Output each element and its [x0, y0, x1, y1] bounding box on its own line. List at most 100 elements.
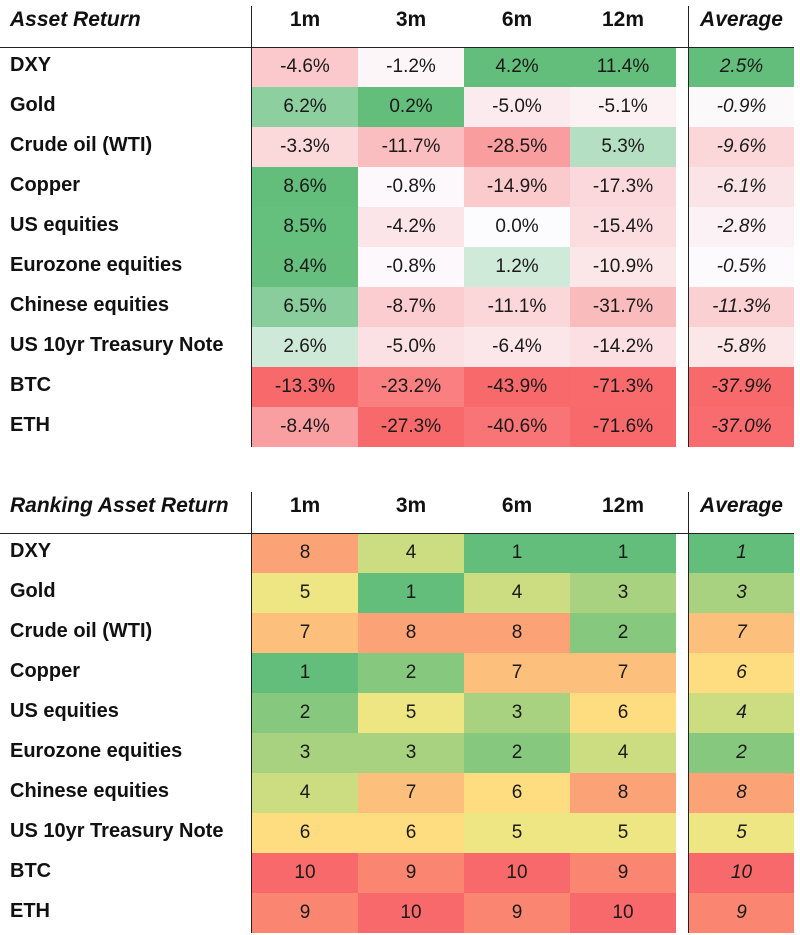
table-title: Asset Return: [10, 8, 141, 31]
asset-return-table: Asset Return 1m 3m 6m 12m Average DXY -4.6% -1.2…: [0, 0, 800, 447]
data-cell: -71.6%: [570, 407, 676, 447]
data-cell: 6: [358, 813, 464, 853]
table-row: US equities 2 5 3 6 4: [0, 693, 800, 733]
data-cell: 1: [252, 653, 358, 693]
data-cell: -23.2%: [358, 367, 464, 407]
data-cell: -5.0%: [358, 327, 464, 367]
data-cell: 2.6%: [252, 327, 358, 367]
data-cell: -10.9%: [570, 247, 676, 287]
data-cell: 10: [464, 853, 570, 893]
column-header: 12m: [601, 494, 645, 517]
average-cell: 2.5%: [689, 47, 794, 87]
data-cell: 2: [570, 613, 676, 653]
row-label: US equities: [10, 700, 119, 722]
data-cell: -11.7%: [358, 127, 464, 167]
table-header: Asset Return 1m 3m 6m 12m Average: [0, 0, 800, 47]
data-cell: 7: [252, 613, 358, 653]
data-cell: 1: [570, 533, 676, 573]
data-cell: 10: [252, 853, 358, 893]
row-label: Gold: [10, 580, 56, 602]
data-cell: 10: [358, 893, 464, 933]
data-cell: 8.5%: [252, 207, 358, 247]
column-header: 12m: [601, 8, 645, 31]
average-cell: 8: [689, 773, 794, 813]
average-cell: -0.5%: [689, 247, 794, 287]
row-label: Gold: [10, 94, 56, 116]
table-row: DXY 8 4 1 1 1: [0, 533, 800, 573]
data-cell: 1: [464, 533, 570, 573]
data-cell: 4.2%: [464, 47, 570, 87]
data-cell: 6.2%: [252, 87, 358, 127]
row-label: BTC: [10, 860, 52, 882]
row-label: DXY: [10, 540, 52, 562]
data-cell: -13.3%: [252, 367, 358, 407]
data-cell: 6.5%: [252, 287, 358, 327]
column-divider: [688, 6, 689, 447]
data-cell: 1.2%: [464, 247, 570, 287]
table-row: Copper 1 2 7 7 6: [0, 653, 800, 693]
data-cell: -71.3%: [570, 367, 676, 407]
column-header: 3m: [395, 494, 427, 517]
row-label: BTC: [10, 374, 52, 396]
data-cell: 3: [464, 693, 570, 733]
table-header: Ranking Asset Return 1m 3m 6m 12m Average: [0, 486, 800, 533]
average-cell: -37.9%: [689, 367, 794, 407]
data-cell: -8.7%: [358, 287, 464, 327]
data-cell: 6: [570, 693, 676, 733]
data-cell: 4: [464, 573, 570, 613]
column-header: 1m: [289, 494, 321, 517]
table-row: Crude oil (WTI) 7 8 8 2 7: [0, 613, 800, 653]
average-cell: -0.9%: [689, 87, 794, 127]
average-column-header: Average: [700, 8, 783, 31]
table-row: US 10yr Treasury Note 2.6% -5.0% -6.4% -14.2…: [0, 327, 800, 367]
data-cell: 9: [570, 853, 676, 893]
average-cell: -5.8%: [689, 327, 794, 367]
data-cell: 8: [570, 773, 676, 813]
table-row: Gold 6.2% 0.2% -5.0% -5.1% -0.9%: [0, 87, 800, 127]
data-cell: 8: [252, 533, 358, 573]
data-cell: 1: [358, 573, 464, 613]
table-row: BTC 10 9 10 9 10: [0, 853, 800, 893]
data-cell: 4: [252, 773, 358, 813]
row-label: DXY: [10, 54, 52, 76]
row-label: Copper: [10, 660, 80, 682]
data-cell: 0.0%: [464, 207, 570, 247]
row-label: Copper: [10, 174, 80, 196]
data-cell: 7: [570, 653, 676, 693]
data-cell: 5: [570, 813, 676, 853]
row-label: Chinese equities: [10, 780, 169, 802]
data-cell: 7: [358, 773, 464, 813]
column-header: 6m: [501, 8, 533, 31]
data-cell: 10: [570, 893, 676, 933]
data-cell: -3.3%: [252, 127, 358, 167]
average-cell: -2.8%: [689, 207, 794, 247]
ranking-asset-return-table: Ranking Asset Return 1m 3m 6m 12m Average DXY 8…: [0, 486, 800, 933]
table-row: Chinese equities 4 7 6 8 8: [0, 773, 800, 813]
data-cell: -4.6%: [252, 47, 358, 87]
table-row: Eurozone equities 8.4% -0.8% 1.2% -10.9% -0.5…: [0, 247, 800, 287]
data-cell: 6: [252, 813, 358, 853]
data-cell: 7: [464, 653, 570, 693]
average-cell: -11.3%: [689, 287, 794, 327]
data-cell: -28.5%: [464, 127, 570, 167]
table-row: ETH -8.4% -27.3% -40.6% -71.6% -37.0%: [0, 407, 800, 447]
row-label: Eurozone equities: [10, 254, 183, 276]
table-row: BTC -13.3% -23.2% -43.9% -71.3% -37.9%: [0, 367, 800, 407]
row-label: Crude oil (WTI): [10, 134, 153, 156]
data-cell: -31.7%: [570, 287, 676, 327]
average-cell: 6: [689, 653, 794, 693]
data-cell: -43.9%: [464, 367, 570, 407]
data-cell: -0.8%: [358, 167, 464, 207]
data-cell: 9: [358, 853, 464, 893]
row-label: US equities: [10, 214, 119, 236]
row-label: US 10yr Treasury Note: [10, 820, 224, 842]
table-row: DXY -4.6% -1.2% 4.2% 11.4% 2.5%: [0, 47, 800, 87]
data-cell: -11.1%: [464, 287, 570, 327]
average-cell: 3: [689, 573, 794, 613]
average-cell: -37.0%: [689, 407, 794, 447]
average-cell: 2: [689, 733, 794, 773]
column-header: 6m: [501, 494, 533, 517]
data-cell: 3: [358, 733, 464, 773]
data-cell: -17.3%: [570, 167, 676, 207]
column-divider: [251, 492, 252, 933]
